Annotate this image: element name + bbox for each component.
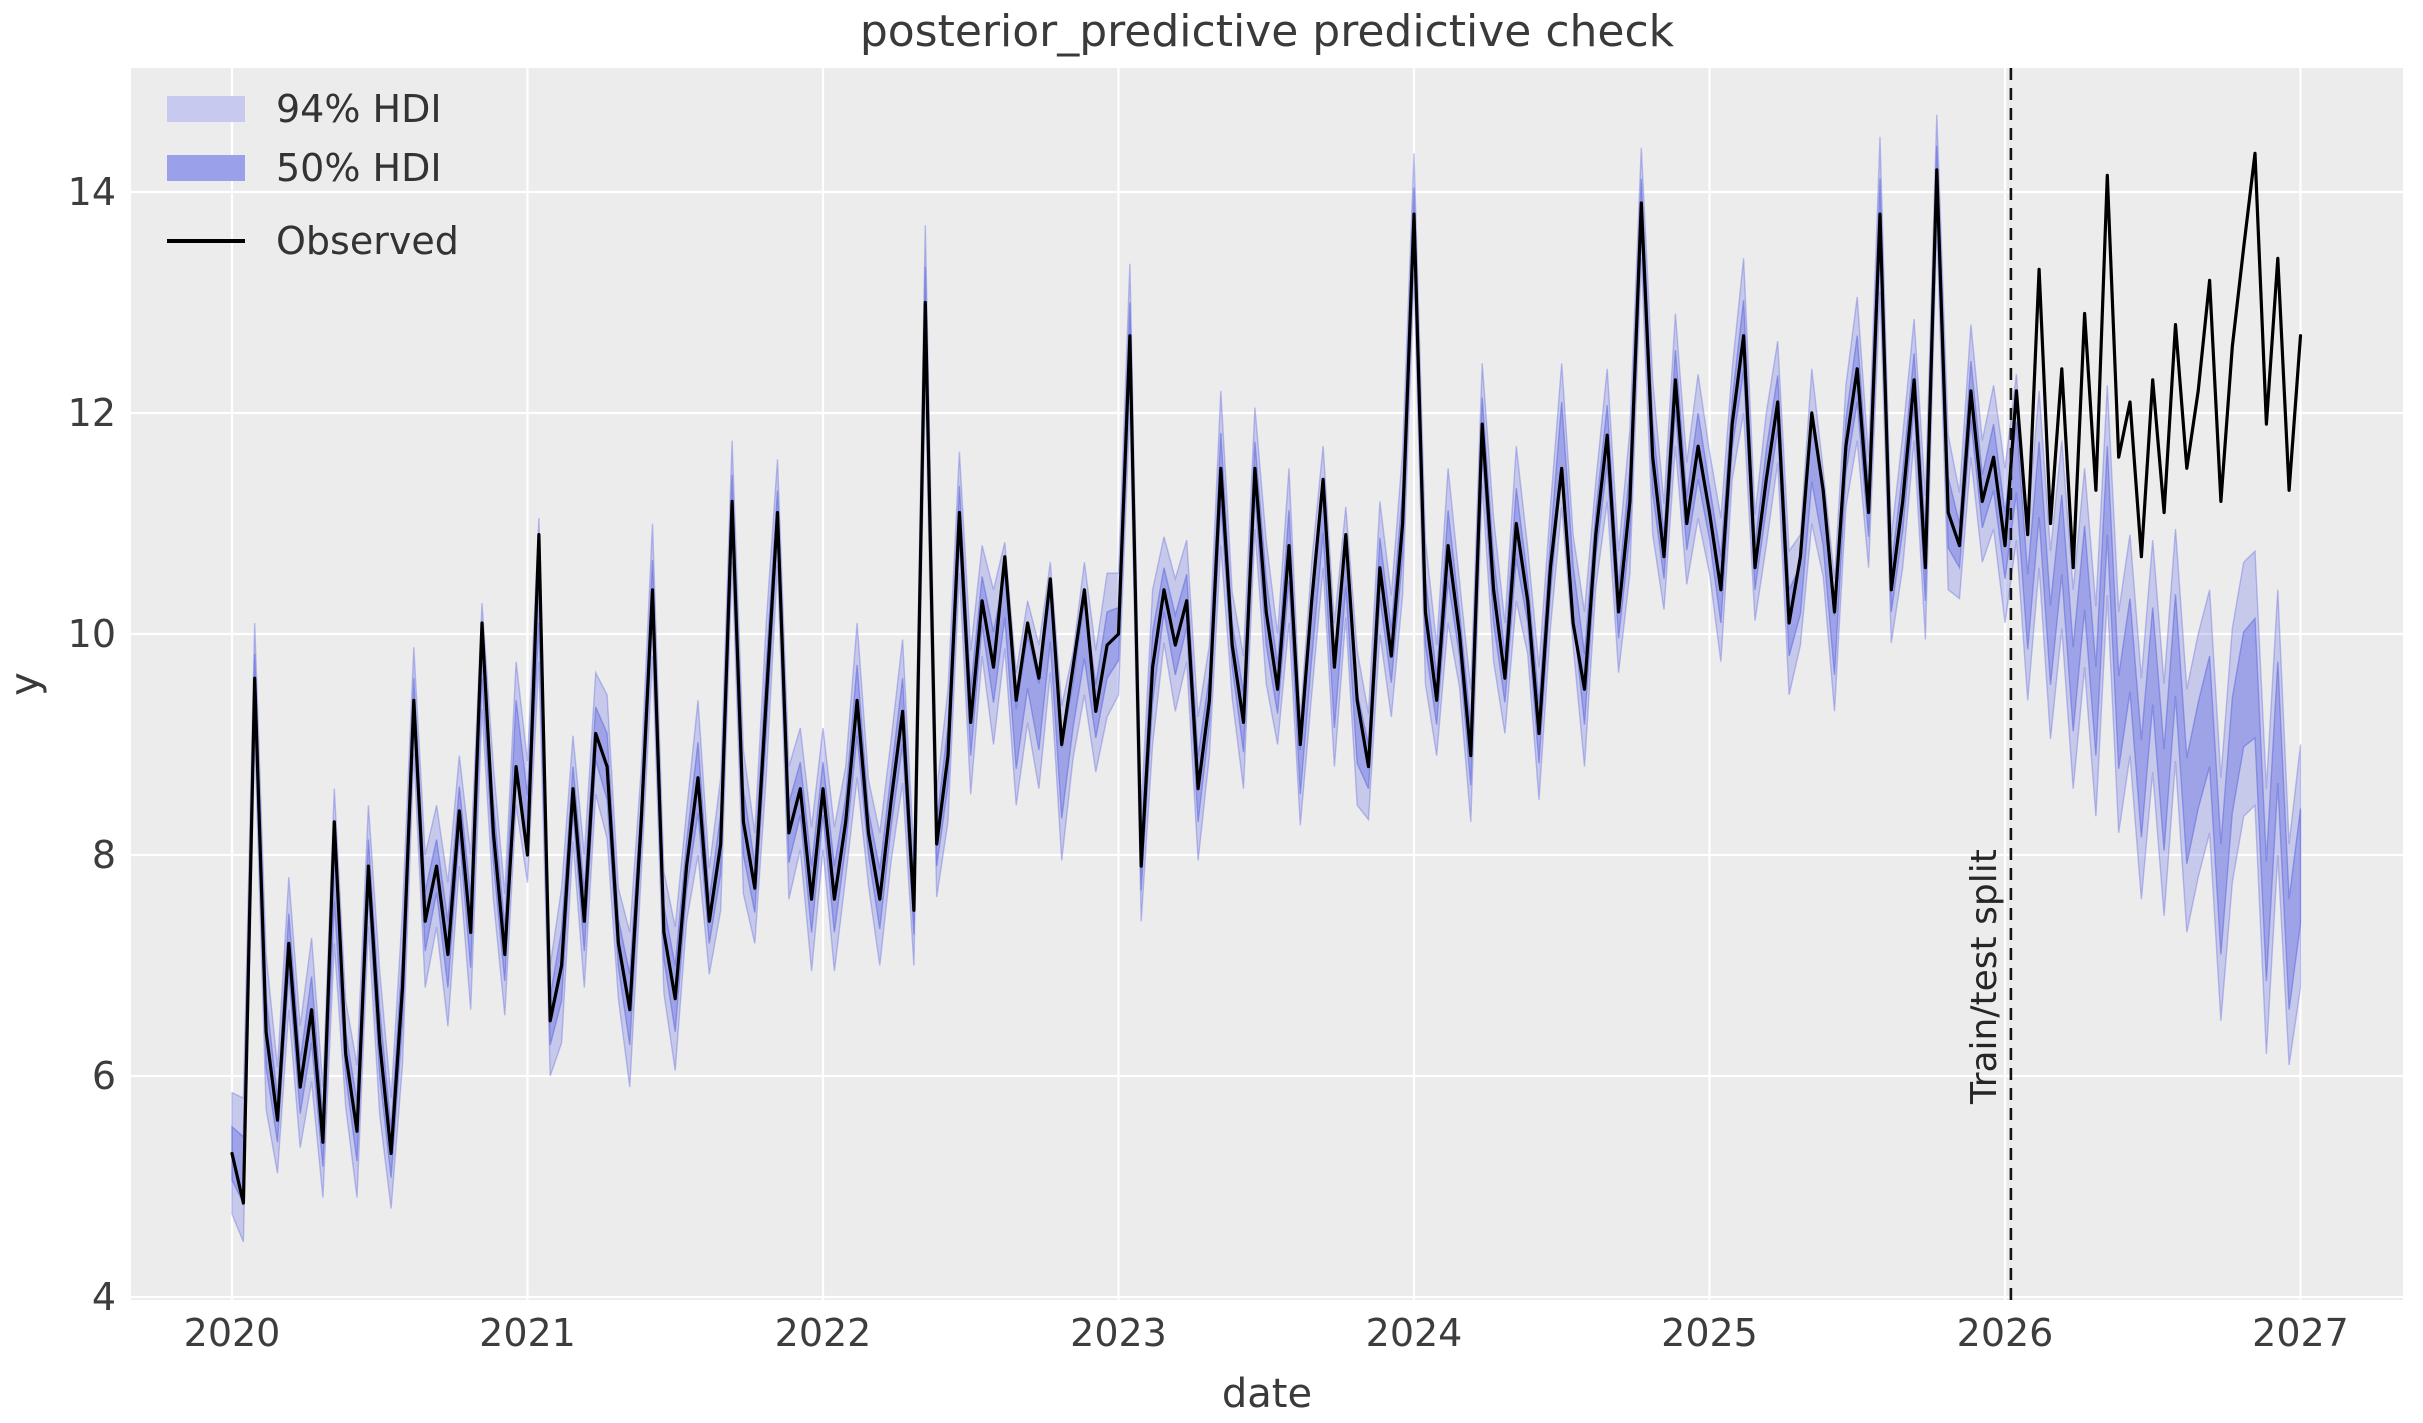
x-tick-label: 2026 [1957,1311,2054,1355]
x-tick-label: 2027 [2252,1311,2349,1355]
legend-label-observed: Observed [276,219,459,263]
y-axis-label: y [2,672,48,696]
y-tick-label: 12 [68,391,116,435]
x-tick-label: 2021 [479,1311,576,1355]
legend-swatch-50-hdi [167,155,245,181]
y-tick-label: 4 [92,1275,116,1319]
observed-line [230,151,2303,1205]
grid-lines [131,68,2403,1300]
chart-title: posterior_predictive predictive check [860,6,1675,57]
x-axis-label: date [1222,1371,1312,1417]
y-tick-label: 6 [92,1054,116,1098]
legend-label-94-hdi: 94% HDI [276,87,442,131]
legend: 94% HDI 50% HDI Observed [167,87,459,263]
y-tick-label: 14 [68,170,116,214]
plot-area [131,68,2403,1300]
x-tick-label: 2020 [184,1311,281,1355]
hdi-94-band [231,114,2302,1243]
y-tick-label: 8 [92,833,116,877]
y-tick-label: 10 [68,612,116,656]
x-tick-label: 2025 [1661,1311,1758,1355]
hdi-50-band [231,145,2302,1204]
x-tick-label: 2024 [1366,1311,1463,1355]
y-tick-labels: 4 6 8 10 12 14 [68,170,116,1319]
legend-swatch-94-hdi [167,96,245,122]
x-tick-label: 2022 [775,1311,872,1355]
hdi-bands [231,114,2302,1243]
x-tick-labels: 2020 2021 2022 2023 2024 2025 2026 2027 [184,1311,2349,1355]
legend-label-50-hdi: 50% HDI [276,146,442,190]
x-tick-label: 2023 [1070,1311,1167,1355]
train-test-split-label: Train/test split [1964,849,2005,1105]
